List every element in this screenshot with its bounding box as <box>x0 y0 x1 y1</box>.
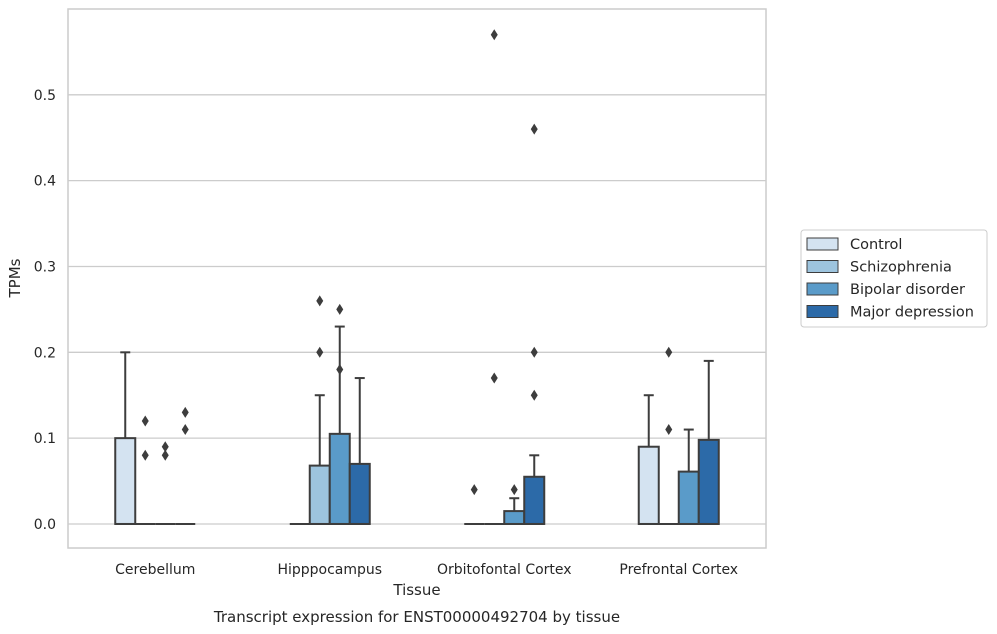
y-tick-label: 0.1 <box>34 431 56 447</box>
outlier-point <box>336 303 344 315</box>
outlier-point <box>316 295 324 307</box>
outlier-point <box>141 449 149 461</box>
box-0-2 <box>155 441 176 525</box>
box-plot-series <box>114 29 720 525</box>
outlier-point <box>665 346 673 358</box>
box-2-3 <box>523 123 546 525</box>
legend-swatch <box>806 305 839 318</box>
grid-lines <box>68 94 766 525</box>
box-body <box>328 432 351 525</box>
legend-label: Schizophrenia <box>850 260 952 276</box>
x-tick-label: Prefrontal Cortex <box>619 562 738 578</box>
box-1-3 <box>348 377 371 525</box>
outlier-point <box>510 484 518 496</box>
box-body <box>503 510 526 525</box>
box-body <box>677 470 700 525</box>
legend-label: Control <box>850 237 902 253</box>
outlier-point <box>530 389 538 401</box>
y-axis-ticks: 0.0 0.1 0.2 0.3 0.4 0.5 <box>34 88 56 533</box>
x-axis-ticks: Cerebellum Hipppocampus Orbitofontal Corte… <box>115 562 738 578</box>
outlier-point <box>161 449 169 461</box>
box-0-1 <box>135 415 156 525</box>
box-1-2 <box>328 303 351 525</box>
chart-caption: Transcript expression for ENST0000049270… <box>213 608 620 626</box>
x-tick-label: Hipppocampus <box>277 562 382 578</box>
box-3-2 <box>677 428 700 525</box>
y-tick-label: 0.3 <box>34 259 56 275</box>
outlier-point <box>470 484 478 496</box>
outlier-point <box>141 415 149 427</box>
legend-label: Major depression <box>850 305 974 321</box>
legend: Control Schizophrenia Bipolar disorder Majo… <box>800 229 988 328</box>
y-axis-label: TPMs <box>6 258 24 298</box>
legend-frame <box>800 229 988 328</box>
box-body <box>308 464 331 525</box>
outlier-point <box>530 123 538 135</box>
legend-swatch <box>806 237 839 251</box>
box-body <box>348 462 371 525</box>
plot-frame <box>67 8 767 549</box>
box-3-3 <box>697 359 720 525</box>
legend-swatch <box>806 282 839 296</box>
x-tick-label: Orbitofontal Cortex <box>437 562 572 578</box>
box-body <box>637 445 660 525</box>
box-3-1 <box>658 346 679 525</box>
outlier-point <box>181 406 189 418</box>
outlier-point <box>530 346 538 358</box>
outlier-point <box>181 424 189 436</box>
outlier-point <box>490 29 498 41</box>
box-1-1 <box>308 295 331 525</box>
box-0-3 <box>175 406 196 525</box>
x-axis-label: Tissue <box>392 581 440 599</box>
outlier-point <box>665 424 673 436</box>
y-tick-label: 0.4 <box>34 174 56 190</box>
x-tick-label: Cerebellum <box>115 562 195 578</box>
outlier-point <box>316 346 324 358</box>
box-3-0 <box>637 394 660 525</box>
box-2-0 <box>464 484 485 525</box>
legend-label: Bipolar disorder <box>850 282 965 298</box>
box-2-1 <box>484 29 505 525</box>
box-0-0 <box>114 351 137 525</box>
outlier-point <box>161 441 169 453</box>
y-tick-label: 0.2 <box>34 345 56 361</box>
outlier-point <box>490 372 498 384</box>
box-body <box>114 437 137 525</box>
legend-swatch <box>806 260 839 273</box>
y-tick-label: 0.0 <box>34 517 56 533</box>
box-body <box>523 475 546 525</box>
outlier-point <box>336 363 344 375</box>
box-body <box>697 438 720 525</box>
box-2-2 <box>503 484 526 525</box>
y-tick-label: 0.5 <box>34 88 56 104</box>
